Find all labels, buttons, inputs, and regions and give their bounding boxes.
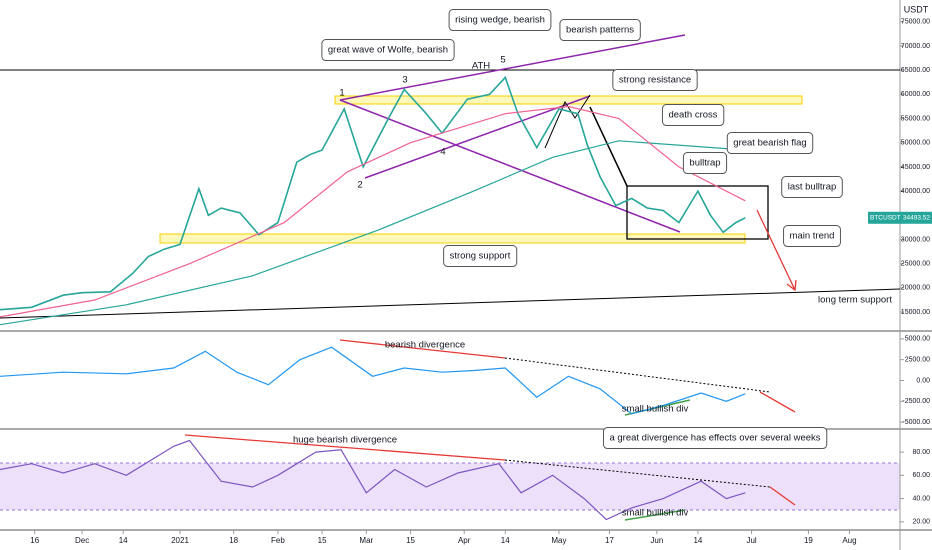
x-tick-label: May [551, 536, 566, 545]
annotation: 3 [402, 75, 407, 86]
annotation: rising wedge, bearish [455, 15, 545, 26]
annotation: bearish patterns [566, 25, 634, 36]
y-tick-label: 60000.00 [901, 91, 930, 98]
annotation: strong resistance [619, 75, 691, 86]
y-tick-label: 40.00 [912, 495, 930, 502]
y-tick-label: 5000.00 [905, 336, 930, 343]
annotation: 1 [339, 88, 344, 99]
annotation-box [321, 39, 455, 62]
y-tick-label: 20000.00 [901, 285, 930, 292]
price-tag [868, 211, 932, 224]
rsi-band [0, 463, 900, 510]
annotation: ATH [472, 61, 490, 72]
wolfe-wedge [339, 34, 686, 233]
y-tick-label: 20.00 [912, 519, 930, 526]
x-tick-label: 15 [406, 536, 415, 545]
annotation-box [559, 19, 641, 42]
x-tick-label: 14 [501, 536, 510, 545]
annotation-box [783, 225, 841, 248]
x-tick-label: 16 [30, 536, 39, 545]
divergence-extensions [504, 357, 771, 488]
y-tick-label: 55000.00 [901, 115, 930, 122]
x-tick-label: 15 [318, 536, 327, 545]
annotation-box [612, 69, 698, 92]
x-tick-label: Jun [650, 536, 663, 545]
resistance-zone [334, 95, 803, 105]
annotation: huge bearish divergence [293, 435, 397, 446]
arrows [184, 209, 797, 506]
y-tick-label: 45000.00 [901, 164, 930, 171]
y-tick-label: 75000.00 [901, 19, 930, 26]
annotation: bearish divergence [385, 340, 465, 351]
x-tick-label: Aug [842, 536, 856, 545]
annotation: small bullish div [622, 508, 689, 519]
annotation: great wave of Wolfe, bearish [328, 45, 448, 56]
y-tick-label: 80.00 [912, 449, 930, 456]
x-tick-label: 17 [605, 536, 614, 545]
y-tick-label: -2500.00 [902, 398, 930, 405]
y-tick-label: 40000.00 [901, 188, 930, 195]
y-tick-label: 25000.00 [901, 261, 930, 268]
annotation: main trend [790, 231, 835, 242]
x-tick-label: 14 [119, 536, 128, 545]
annotation-box [726, 132, 814, 155]
annotation-box [602, 427, 828, 450]
y-tick-label: 30000.00 [901, 236, 930, 243]
y-tick-label: 2500.00 [905, 357, 930, 364]
x-tick-label: 14 [693, 536, 702, 545]
annotation: a great divergence has effects over seve… [609, 433, 820, 444]
annotation: 2 [357, 180, 362, 191]
annotation: death cross [668, 110, 717, 121]
x-tick-label: 18 [229, 536, 238, 545]
x-tick-label: Apr [458, 536, 471, 545]
annotation-box [682, 152, 728, 175]
annotation-box [448, 9, 552, 32]
indicator-line [0, 140, 746, 326]
x-tick-label: Feb [271, 536, 285, 545]
indicator-line [0, 346, 746, 415]
x-tick-label: Mar [359, 536, 373, 545]
annotation: 4 [440, 147, 445, 158]
price-line [0, 75, 746, 311]
x-tick-label: Jul [746, 536, 756, 545]
x-tick-label: 2021 [171, 536, 189, 545]
annotation: bulltrap [689, 158, 720, 169]
y-tick-label: 0.00 [916, 377, 930, 384]
y-tick-label: 15000.00 [901, 309, 930, 316]
price-label: 34493.52 [903, 214, 930, 221]
annotation: last bulltrap [788, 182, 837, 193]
currency: USDT [904, 4, 929, 14]
symbol-label: BTCUSDT [870, 214, 901, 221]
annotation: long term support [818, 295, 892, 306]
annotation-box [661, 104, 725, 127]
annotation: strong support [450, 251, 511, 262]
annotation-box [443, 245, 518, 268]
indicator-line [0, 105, 746, 318]
x-tick-label: 19 [804, 536, 813, 545]
annotation-box [781, 176, 843, 199]
patterns [544, 94, 769, 240]
y-tick-label: 70000.00 [901, 43, 930, 50]
long-term-support-line [0, 288, 901, 319]
annotation: 5 [500, 55, 505, 66]
indicator-line [0, 439, 746, 521]
y-tick-label: -5000.00 [902, 419, 930, 426]
y-tick-label: 60.00 [912, 472, 930, 479]
annotation: great bearish flag [733, 138, 806, 149]
y-tick-label: 50000.00 [901, 140, 930, 147]
y-tick-label: 65000.00 [901, 67, 930, 74]
x-tick-label: Dec [75, 536, 89, 545]
annotation: small bullish div [622, 404, 689, 415]
